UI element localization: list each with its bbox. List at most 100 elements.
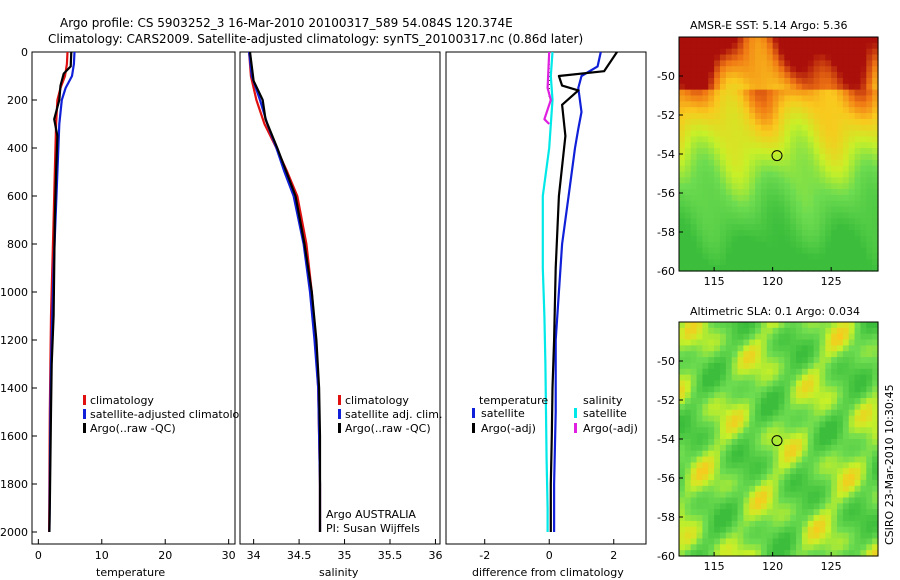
map-cell — [731, 515, 739, 522]
map-cell — [772, 194, 780, 202]
map-cell — [737, 322, 744, 329]
map-cell — [796, 415, 803, 423]
map-cell — [725, 550, 733, 557]
map-cell — [766, 403, 774, 411]
map-cell — [807, 235, 815, 243]
map-cell — [766, 37, 774, 44]
map-cell — [790, 357, 797, 364]
map-cell — [725, 351, 733, 358]
map-cell — [860, 200, 867, 208]
map-cell — [708, 368, 715, 376]
map-cell — [860, 66, 867, 73]
map-cell — [737, 206, 744, 214]
map-cell — [796, 503, 803, 510]
map-cell — [719, 333, 727, 341]
map-cell — [737, 544, 744, 551]
map-cell — [784, 544, 791, 551]
map-cell — [684, 322, 692, 329]
map-cell — [825, 154, 832, 161]
map-cell — [819, 212, 826, 219]
map-cell — [813, 550, 821, 557]
map-cell — [772, 333, 780, 341]
map-cell — [714, 247, 721, 255]
map-cell — [801, 538, 809, 545]
map-cell — [702, 259, 709, 266]
map-cell — [679, 253, 686, 260]
map-cell — [866, 468, 873, 475]
map-cell — [749, 206, 756, 214]
map-cell — [755, 403, 762, 411]
map-cell — [766, 439, 774, 446]
map-cell — [854, 235, 862, 243]
map-cell — [866, 142, 873, 149]
map-cell — [714, 339, 721, 346]
map-cell — [813, 374, 821, 382]
map-cell — [790, 515, 797, 522]
map-cell — [679, 130, 686, 138]
map-cell — [842, 509, 850, 516]
map-cell — [813, 136, 821, 143]
map-cell — [801, 42, 809, 50]
map-cell — [743, 503, 750, 510]
map-cell — [813, 544, 821, 551]
map-cell — [848, 95, 856, 102]
map-cell — [778, 368, 785, 376]
map-cell — [679, 550, 686, 557]
map-cell — [801, 107, 809, 114]
map-cell — [679, 532, 686, 540]
map-cell — [784, 165, 791, 173]
map-cell — [842, 392, 850, 399]
map-cell — [743, 450, 750, 458]
map-cell — [690, 183, 698, 190]
map-cell — [796, 450, 803, 458]
map-cell — [872, 456, 879, 463]
map-cell — [854, 550, 862, 557]
difference-legend: temperature salinity satellite Argo(-adj… — [472, 394, 638, 435]
map-cell — [725, 526, 733, 534]
map-cell — [766, 60, 774, 67]
map-cell — [749, 462, 756, 469]
map-cell — [714, 421, 721, 428]
map-cell — [684, 351, 692, 358]
map-cell — [854, 183, 862, 190]
map-cell — [801, 322, 809, 329]
map-cell — [790, 444, 797, 452]
map-cell — [749, 247, 756, 255]
map-cell — [813, 83, 821, 91]
map-cell — [784, 194, 791, 202]
map-cell — [837, 189, 844, 196]
map-cell — [784, 415, 791, 423]
map-cell — [837, 544, 844, 551]
map-cell — [796, 118, 803, 126]
map-cell — [813, 386, 821, 393]
map-cell — [831, 450, 838, 458]
map-cell — [831, 485, 838, 493]
map-cell — [719, 374, 727, 382]
map-cell — [760, 474, 768, 481]
map-cell — [731, 485, 739, 493]
map-cell — [749, 224, 756, 231]
map-cell — [860, 485, 867, 493]
map-cell — [807, 154, 815, 161]
map-cell — [702, 526, 709, 534]
map-cell — [807, 345, 815, 352]
map-cell — [860, 224, 867, 231]
map-cell — [696, 241, 704, 249]
map-cell — [696, 113, 704, 120]
map-cell — [749, 171, 756, 178]
map-cell — [731, 339, 739, 346]
map-cell — [755, 479, 762, 487]
map-cell — [807, 159, 815, 167]
map-cell — [679, 230, 686, 237]
map-cell — [708, 165, 715, 173]
map-cell — [714, 386, 721, 393]
map-cell — [831, 212, 838, 219]
map-cell — [778, 241, 785, 249]
map-cell — [719, 118, 727, 126]
map-cell — [737, 37, 744, 44]
map-cell — [825, 357, 832, 364]
map-cell — [719, 368, 727, 376]
map-cell — [708, 206, 715, 214]
map-cell — [743, 357, 750, 364]
map-cell — [860, 357, 867, 364]
